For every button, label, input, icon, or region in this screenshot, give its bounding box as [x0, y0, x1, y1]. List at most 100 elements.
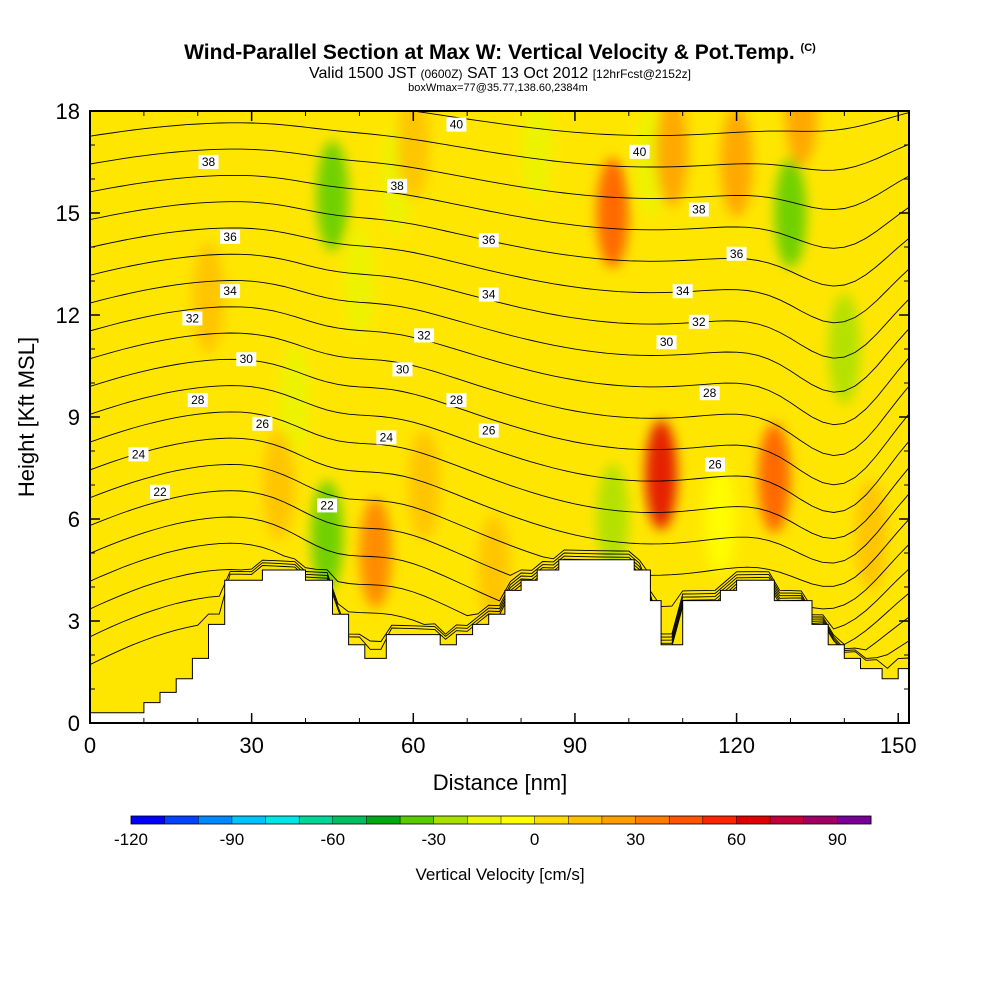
velocity-cell — [343, 226, 376, 336]
theta-contour — [90, 490, 909, 610]
svg-text:26: 26 — [256, 417, 270, 431]
contour-label: 26 — [252, 416, 273, 431]
svg-text:30: 30 — [396, 362, 410, 376]
colorbar-swatch — [803, 816, 838, 824]
svg-text:26: 26 — [482, 424, 496, 438]
colorbar-swatch — [601, 816, 637, 824]
x-tick-label: 120 — [718, 733, 755, 758]
colorbar-tick-label: -120 — [114, 830, 148, 849]
contour-label: 38 — [198, 155, 219, 169]
contour-labels: 38 36 34 32 30 28 26 24 22 22 40 38 36 34 32 30 28 26 24 40… — [128, 117, 747, 513]
chart-subtitle: Valid 1500 JST (0600Z) SAT 13 Oct 2012 [… — [0, 65, 1000, 83]
svg-text:34: 34 — [482, 288, 496, 302]
svg-text:40: 40 — [450, 118, 464, 132]
colorbar-swatch — [501, 816, 536, 824]
velocity-cell — [855, 481, 888, 591]
velocity-cell — [278, 345, 311, 455]
contour-label: 30 — [236, 352, 257, 367]
svg-text:22: 22 — [153, 485, 167, 499]
contour-label: 22 — [317, 498, 338, 513]
title-block: Wind-Parallel Section at Max W: Vertical… — [0, 36, 1000, 94]
chart-title-text: Wind-Parallel Section at Max W: Vertical… — [184, 41, 795, 64]
colorbar-swatch — [467, 816, 502, 824]
svg-text:32: 32 — [692, 315, 706, 329]
contour-label: 38 — [688, 202, 709, 217]
svg-text:36: 36 — [223, 230, 237, 244]
colorbar-swatch — [332, 816, 367, 824]
colorbar-swatch — [736, 816, 771, 824]
theta-contour — [90, 122, 909, 171]
contour-label: 28 — [187, 393, 208, 407]
theta-contour — [90, 174, 909, 249]
x-tick-label: 0 — [84, 733, 96, 758]
colorbar-tick-label: -30 — [421, 830, 446, 849]
contour-label: 30 — [656, 335, 677, 350]
y-axis-title: Height [Kft MSL] — [14, 337, 39, 497]
svg-text:38: 38 — [202, 155, 216, 169]
plot-area: 38 36 34 32 30 28 26 24 22 22 40 38 36 34 32 30 28 26 24 40… — [90, 111, 909, 723]
velocity-cell — [397, 111, 430, 200]
colorbar-swatch — [568, 816, 603, 824]
colorbar-swatch — [198, 816, 233, 824]
theta-contour — [90, 385, 909, 513]
theta-contour — [409, 111, 909, 137]
colorbar-swatch — [433, 816, 468, 824]
colorbar-tick-label: -60 — [321, 830, 346, 849]
colorbar-title: Vertical Velocity [cm/s] — [415, 865, 584, 884]
contour-label: 34 — [672, 284, 693, 299]
contour-label: 40 — [446, 117, 467, 132]
x-axis: 0 30 60 90 120 150 — [84, 111, 917, 758]
colorbar-swatch — [837, 816, 872, 824]
colorbar-swatch — [400, 816, 435, 824]
valid-prefix: Valid 1500 JST — [309, 65, 417, 82]
velocity-cell — [596, 464, 629, 574]
theta-contour — [90, 437, 909, 564]
velocity-cell — [359, 498, 392, 608]
colorbar-swatch — [669, 816, 704, 824]
y-tick-label: 0 — [68, 711, 80, 736]
colorbar-swatch — [366, 816, 401, 824]
x-tick-label: 60 — [401, 733, 425, 758]
contour-label: 34 — [478, 287, 499, 302]
contour-label: 28 — [699, 386, 720, 401]
x-tick-label: 90 — [563, 733, 587, 758]
contour-label: 36 — [478, 233, 499, 248]
velocity-cell — [774, 158, 807, 268]
contour-label: 32 — [688, 314, 709, 329]
velocity-cell — [192, 243, 225, 353]
svg-text:38: 38 — [390, 179, 404, 193]
colorbar-swatch — [635, 816, 670, 824]
colorbar-tick-label: 30 — [626, 830, 645, 849]
velocity-cell — [262, 430, 295, 540]
contour-label: 32 — [414, 328, 435, 343]
velocity-cell — [521, 111, 554, 200]
y-tick-label: 9 — [68, 405, 80, 430]
colorbar-swatch — [299, 816, 334, 824]
contour-label: 30 — [392, 362, 413, 377]
colorbar-swatch — [702, 816, 737, 824]
colorbar-tick-label: 0 — [530, 830, 539, 849]
colorbar-swatch — [164, 816, 199, 824]
svg-text:32: 32 — [186, 311, 200, 325]
title-tag: (C) — [800, 42, 816, 54]
colorbar-tick-label: 60 — [727, 830, 746, 849]
y-tick-label: 15 — [56, 201, 80, 226]
colorbar-swatch — [231, 816, 267, 824]
contour-label: 36 — [726, 247, 747, 261]
theta-contour — [90, 411, 909, 540]
contour-label: 22 — [150, 484, 171, 499]
velocity-cell — [828, 294, 861, 404]
svg-text:30: 30 — [660, 335, 674, 349]
colorbar-tick-label: 90 — [828, 830, 847, 849]
vertical-velocity-field — [192, 111, 888, 625]
velocity-cell — [758, 423, 791, 534]
theta-contour — [90, 253, 909, 359]
theta-contour — [90, 358, 909, 486]
contour-label: 24 — [128, 447, 149, 462]
velocity-cell — [645, 419, 678, 530]
forecast-info: [12hrFcst@2152z] — [592, 67, 691, 81]
contour-label: 32 — [182, 311, 203, 326]
contour-label: 40 — [629, 144, 650, 159]
